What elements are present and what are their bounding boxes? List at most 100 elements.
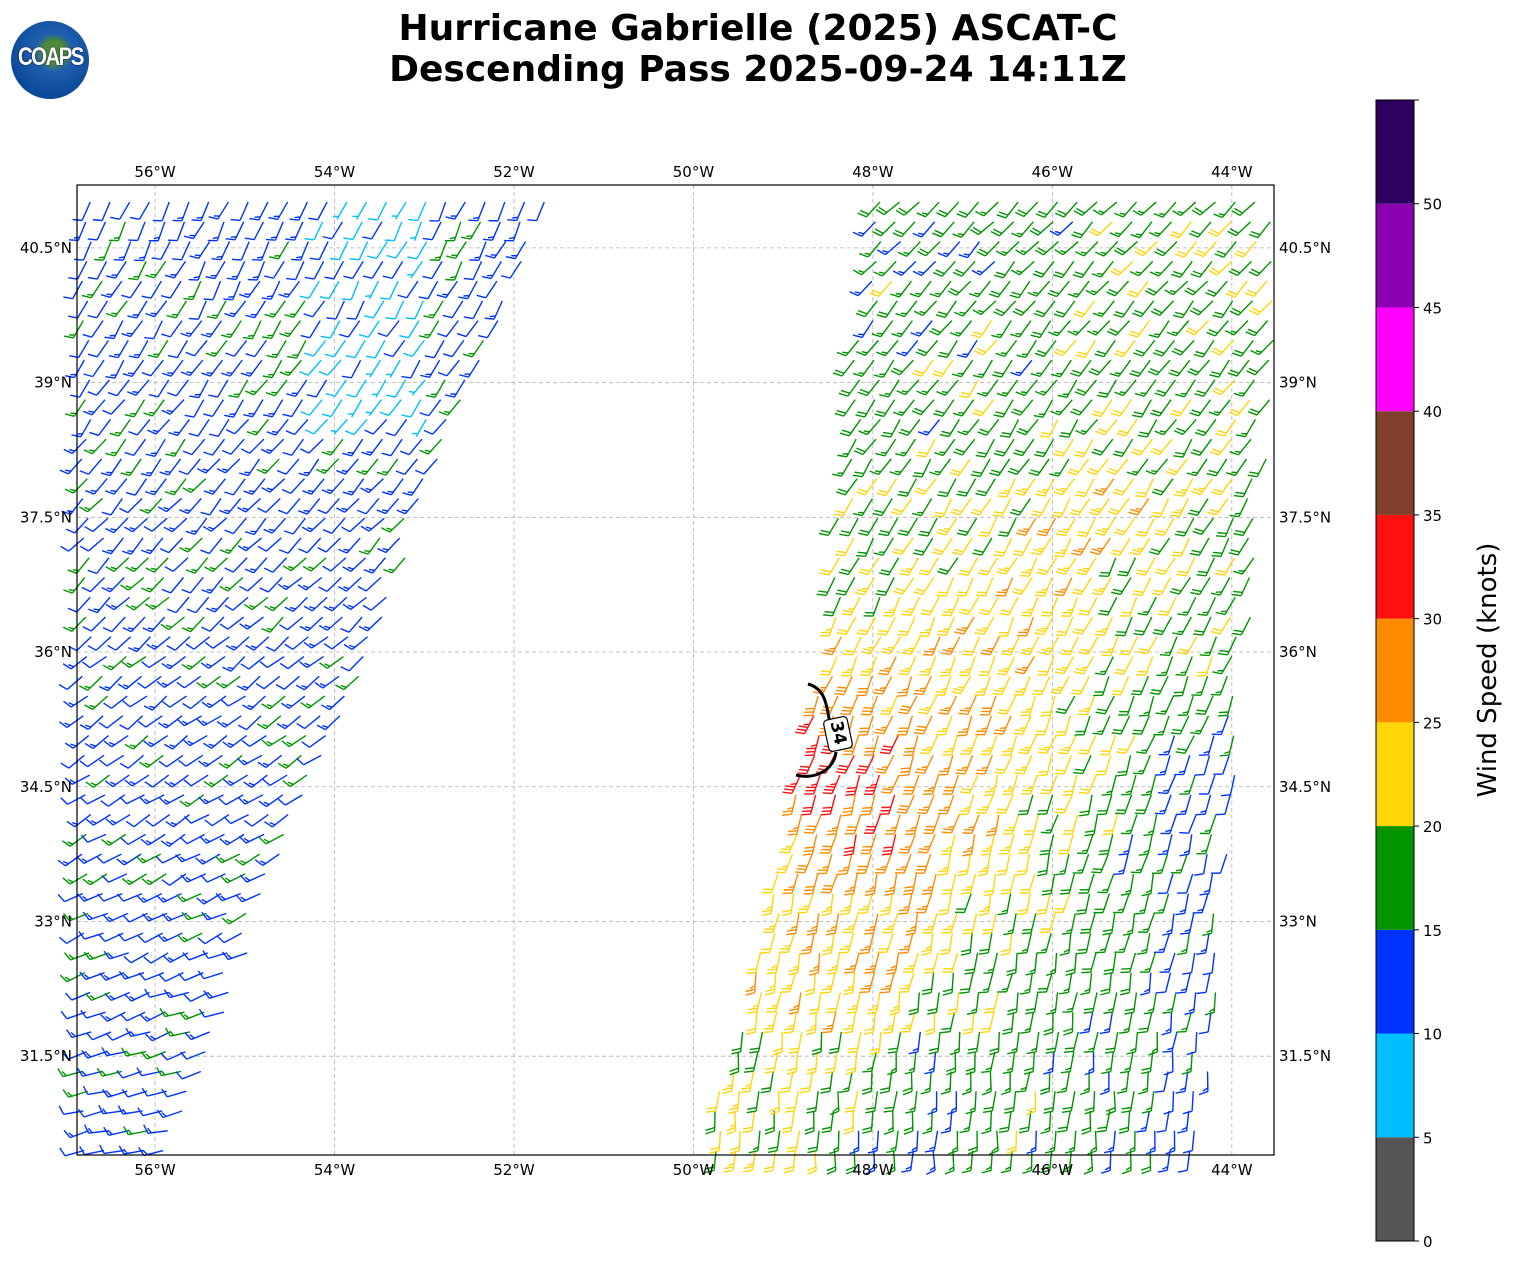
barb-feather bbox=[822, 792, 833, 795]
barb-feather bbox=[300, 411, 310, 416]
barb-staff bbox=[86, 794, 106, 805]
wind-barb bbox=[1078, 873, 1095, 894]
barb-feather bbox=[225, 429, 236, 435]
barb-feather bbox=[780, 848, 791, 851]
barb-feather bbox=[224, 567, 234, 573]
wind-barb bbox=[896, 676, 913, 697]
wind-barb bbox=[709, 1130, 722, 1154]
barb-staff bbox=[138, 201, 151, 220]
barb-feather bbox=[760, 1090, 771, 1094]
barb-feather bbox=[1081, 1126, 1091, 1132]
barb-feather bbox=[88, 954, 94, 959]
wind-barb bbox=[320, 695, 345, 711]
wind-barb bbox=[1057, 1110, 1072, 1133]
barb-feather bbox=[875, 728, 886, 732]
wind-barb bbox=[383, 557, 406, 574]
barb-staff bbox=[287, 655, 305, 670]
wind-barb bbox=[978, 972, 994, 994]
barb-feather bbox=[1088, 1067, 1094, 1072]
barb-feather bbox=[998, 1130, 1009, 1134]
barb-feather bbox=[821, 810, 832, 813]
wind-barb bbox=[1000, 1150, 1013, 1174]
barb-feather bbox=[1084, 833, 1095, 837]
wind-barb bbox=[82, 616, 107, 632]
barb-feather bbox=[445, 394, 455, 398]
barb-feather bbox=[116, 858, 125, 866]
barb-feather bbox=[215, 892, 223, 902]
barb-feather bbox=[122, 1148, 128, 1154]
barb-feather bbox=[377, 332, 388, 338]
barb-staff bbox=[284, 794, 303, 806]
barb-feather bbox=[1165, 829, 1172, 833]
wind-barb bbox=[820, 972, 836, 994]
barb-staff bbox=[428, 399, 442, 417]
barb-staff bbox=[193, 339, 208, 357]
barb-feather bbox=[769, 1110, 780, 1116]
barb-staff bbox=[1202, 854, 1208, 874]
barb-feather bbox=[1004, 1087, 1011, 1092]
barb-feather bbox=[1056, 731, 1067, 733]
barb-feather bbox=[133, 275, 140, 278]
barb-feather bbox=[740, 1090, 750, 1094]
wind-barb bbox=[1195, 794, 1212, 816]
barb-staff bbox=[497, 201, 506, 222]
barb-feather bbox=[304, 429, 315, 435]
barb-feather bbox=[182, 450, 193, 456]
barb-staff bbox=[66, 675, 83, 690]
barb-feather bbox=[705, 1166, 715, 1170]
wind-barb bbox=[237, 715, 262, 731]
wind-barb bbox=[924, 1051, 937, 1075]
barb-staff bbox=[148, 655, 167, 669]
barb-feather bbox=[937, 873, 948, 877]
barb-feather bbox=[903, 1130, 914, 1135]
wind-barb bbox=[289, 201, 308, 221]
barb-feather bbox=[1198, 1031, 1209, 1035]
wind-barb bbox=[967, 1031, 981, 1055]
wind-barb bbox=[826, 814, 842, 836]
wind-barb bbox=[942, 735, 958, 756]
barb-staff bbox=[331, 636, 349, 650]
wind-barb bbox=[1171, 853, 1188, 874]
wind-barb bbox=[201, 911, 227, 921]
barb-feather bbox=[61, 1071, 67, 1077]
barb-feather bbox=[183, 779, 192, 787]
wind-barb bbox=[1192, 893, 1209, 914]
barb-feather bbox=[64, 742, 74, 749]
barb-feather bbox=[881, 709, 891, 712]
barb-staff bbox=[187, 458, 201, 475]
wind-barb bbox=[1116, 1071, 1130, 1095]
wind-barb bbox=[1141, 873, 1154, 897]
barb-feather bbox=[982, 932, 992, 935]
barb-feather bbox=[1200, 948, 1207, 953]
barb-feather bbox=[982, 806, 989, 809]
barb-staff bbox=[374, 340, 386, 359]
wind-barb bbox=[1102, 814, 1118, 836]
barb-feather bbox=[266, 627, 273, 631]
wind-barb bbox=[385, 300, 405, 320]
barb-feather bbox=[277, 762, 287, 769]
wind-barb bbox=[122, 616, 146, 633]
barb-staff bbox=[417, 201, 427, 221]
barb-feather bbox=[402, 492, 412, 496]
barb-feather bbox=[971, 1008, 977, 1012]
barb-feather bbox=[321, 489, 331, 495]
barb-feather bbox=[1065, 1067, 1072, 1071]
barb-feather bbox=[1198, 1090, 1209, 1096]
barb-feather bbox=[1007, 1051, 1017, 1055]
barb-feather bbox=[186, 371, 193, 374]
barb-feather bbox=[219, 585, 229, 592]
barb-feather bbox=[118, 1145, 125, 1155]
barb-feather bbox=[782, 791, 793, 794]
barb-feather bbox=[1116, 751, 1126, 755]
barb-feather bbox=[85, 1052, 92, 1058]
barb-feather bbox=[264, 821, 273, 828]
barb-feather bbox=[309, 257, 320, 261]
barb-staff bbox=[151, 517, 168, 532]
barb-feather bbox=[989, 1150, 999, 1155]
wind-barb bbox=[219, 537, 243, 555]
wind-barb bbox=[806, 1150, 817, 1175]
wind-barb bbox=[125, 1027, 151, 1038]
wind-barb bbox=[263, 557, 288, 573]
barb-feather bbox=[228, 295, 235, 299]
wind-barb bbox=[103, 950, 129, 960]
